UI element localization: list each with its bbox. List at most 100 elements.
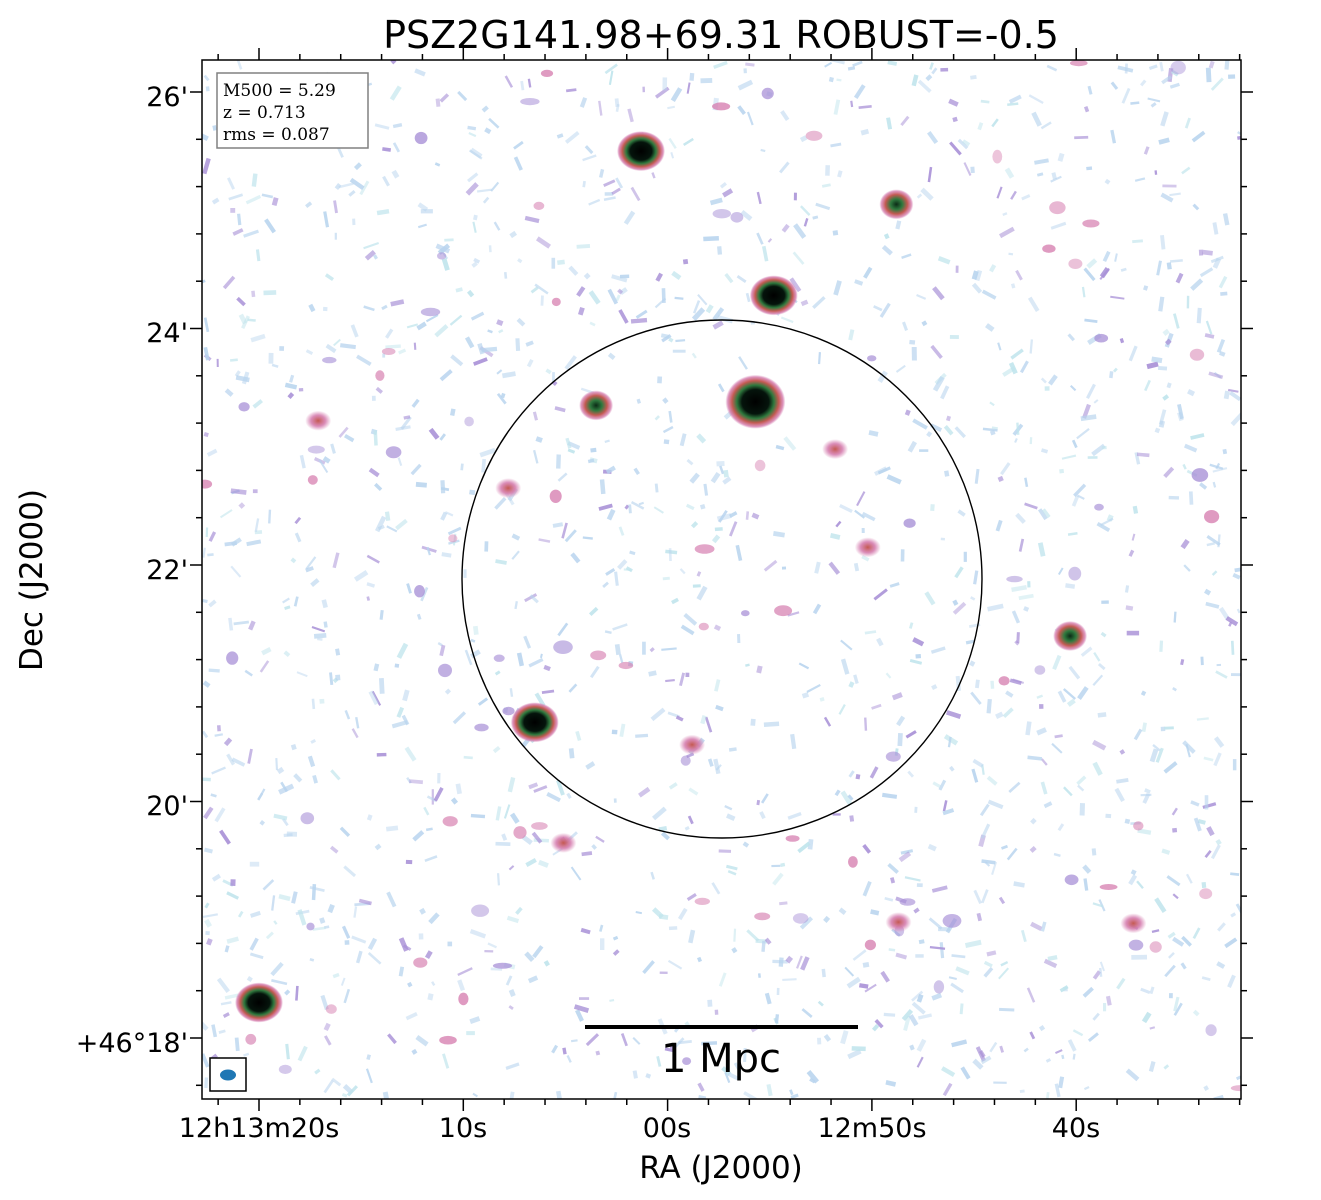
noise-speckle [971,270,979,280]
noise-blob [730,212,744,223]
noise-speckle [434,324,449,338]
noise-speckle [339,826,351,838]
noise-speckle [1077,686,1089,700]
noise-speckle [1116,977,1126,990]
y-tick-label: 22' [146,555,188,586]
noise-speckle [900,115,910,127]
noise-speckle [924,591,936,606]
noise-speckle [211,1024,218,1038]
noise-speckle [247,748,253,764]
noise-speckle [696,571,702,577]
noise-speckle [615,103,620,112]
noise-speckle [528,657,544,668]
noise-speckle [869,766,879,779]
noise-speckle [1204,588,1212,596]
noise-speckle [216,358,219,368]
noise-speckle [696,433,707,444]
noise-speckle [864,630,877,635]
noise-speckle [533,785,548,793]
noise-speckle [298,387,304,392]
noise-speckle [543,960,550,967]
noise-speckle [817,352,822,365]
noise-speckle [1170,69,1179,77]
noise-speckle [551,1044,559,1054]
noise-speckle [440,487,450,492]
noise-speckle [767,238,773,243]
noise-speckle [1029,339,1034,354]
noise-speckle [859,983,869,989]
noise-speckle [1157,365,1168,371]
noise-speckle [1203,756,1214,762]
image-area [202,60,1241,1099]
noise-speckle [202,1053,210,1068]
noise-speckle [661,288,666,304]
noise-speckle [774,1014,780,1024]
noise-speckle [632,1036,641,1045]
noise-speckle [226,753,236,766]
noise-speckle [614,571,619,586]
noise-speckle [450,797,459,805]
noise-speckle [848,681,855,688]
noise-speckle [472,221,477,233]
noise-speckle [412,830,425,842]
noise-speckle [202,547,206,558]
noise-speckle [481,458,486,473]
noise-speckle [959,1003,964,1015]
noise-speckle [928,917,943,930]
noise-speckle [760,148,766,153]
noise-speckle [1011,585,1027,593]
noise-blob [520,98,540,106]
noise-speckle [636,398,642,404]
noise-speckle [932,781,941,788]
noise-speckle [285,1043,290,1060]
noise-speckle [718,972,727,987]
noise-speckle [587,458,595,464]
noise-speckle [1187,388,1196,397]
noise-speckle [931,67,938,75]
noise-speckle [1167,931,1176,939]
noise-speckle [1058,1076,1065,1089]
noise-speckle [481,105,489,113]
noise-speckle [660,831,670,841]
noise-speckle [874,466,888,476]
noise-speckle [229,358,238,362]
noise-speckle [689,472,700,484]
noise-speckle [405,1012,418,1021]
noise-speckle [228,193,244,201]
noise-speckle [700,77,713,84]
noise-speckle [469,489,476,496]
noise-speckle [584,145,594,155]
noise-speckle [612,935,619,941]
noise-speckle [1205,320,1213,335]
noise-blob [1042,244,1056,253]
noise-speckle [232,228,244,236]
noise-speckle [470,638,476,643]
noise-speckle [382,1091,390,1099]
noise-speckle [891,692,903,701]
noise-speckle [761,245,769,262]
noise-blob [1230,1085,1241,1092]
radio-source [495,478,522,499]
noise-speckle [470,813,486,819]
noise-speckle [406,583,412,594]
noise-blob [493,654,505,662]
noise-speckle [823,716,832,727]
noise-speckle [1162,184,1177,188]
noise-speckle [915,954,924,958]
noise-speckle [764,937,772,945]
noise-speckle [985,323,995,332]
noise-speckle [503,271,508,279]
noise-speckle [1215,462,1221,470]
noise-speckle [595,835,605,843]
noise-speckle [915,654,922,659]
noise-speckle [648,670,657,677]
noise-speckle [828,561,841,575]
noise-speckle [246,539,262,547]
noise-speckle [668,337,674,343]
noise-speckle [1212,467,1228,473]
noise-speckle [853,84,866,100]
noise-speckle [1144,788,1151,794]
noise-speckle [263,290,277,296]
noise-speckle [299,454,306,469]
noise-speckle [668,137,677,149]
